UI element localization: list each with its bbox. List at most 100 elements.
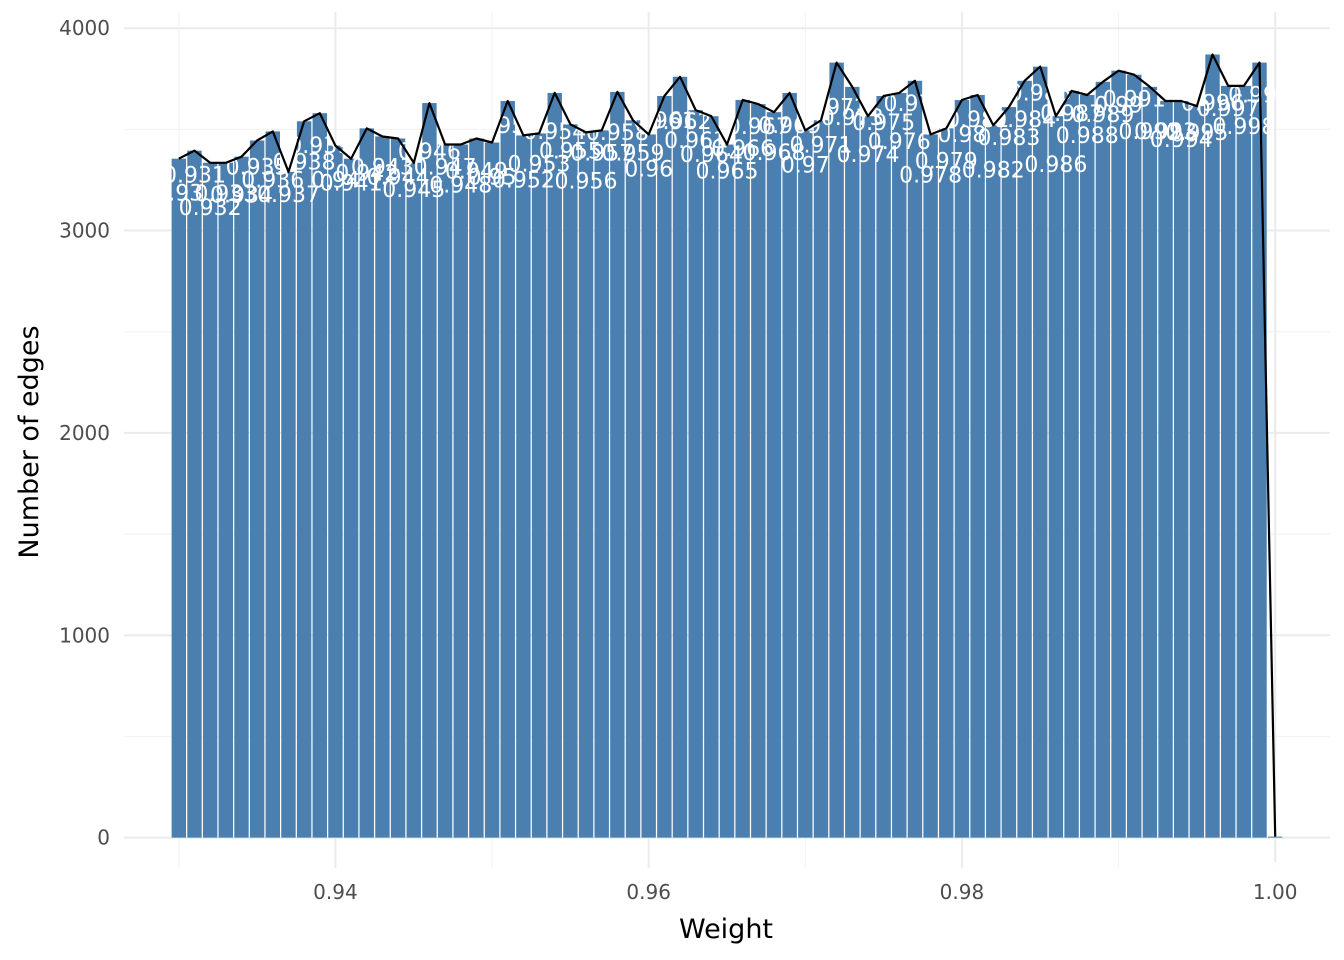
bar-label: 0.976: [868, 130, 931, 155]
bar-label: 0.98: [937, 123, 986, 148]
bar: [829, 62, 844, 838]
bar-label: 0.933: [194, 182, 257, 207]
y-tick-label: 1000: [59, 623, 110, 647]
bar-label: 0.966: [711, 137, 774, 162]
bar-label: 0.959: [602, 141, 665, 166]
bar-label: 0.96: [624, 157, 673, 182]
bar: [1189, 106, 1205, 838]
bar: [954, 100, 970, 838]
bar: [672, 76, 688, 838]
bar: [1033, 66, 1048, 838]
bar-label: 0.997: [1197, 97, 1260, 122]
bar-label: 0.972: [805, 96, 868, 121]
bar: [312, 113, 327, 838]
bar-label: 0.983: [977, 126, 1040, 151]
bar-label: 0.944: [367, 165, 430, 190]
bar: [516, 135, 531, 838]
bar-label: 0.988: [1056, 124, 1119, 149]
x-tick-label: 0.98: [940, 880, 985, 904]
bar: [594, 130, 609, 838]
bars: [171, 54, 1283, 838]
bar-label: 0.945: [382, 178, 445, 203]
bar-label: 0.968: [742, 141, 805, 166]
bar: [578, 132, 594, 838]
bar: [1080, 94, 1095, 838]
y-tick-label: 4000: [59, 16, 110, 40]
bar-label: 0.94: [311, 169, 360, 194]
bar-label: 0.979: [915, 149, 978, 174]
bar: [296, 121, 312, 838]
x-tick-label: 1.00: [1253, 880, 1298, 904]
bar-label: 0.955: [539, 139, 602, 164]
bar: [970, 94, 985, 838]
bar-label: 0.982: [962, 158, 1025, 183]
bar-label: 0.993: [1134, 120, 1197, 145]
bar: [1095, 81, 1111, 838]
bar-label: 0.93: [154, 182, 203, 207]
bar-label: 0.964: [680, 143, 743, 168]
x-axis-ticks: 0.94 0.96 0.98 1.00: [313, 880, 1297, 904]
bar: [1142, 86, 1158, 838]
bar: [1220, 85, 1236, 838]
bar: [719, 144, 735, 838]
bar: [657, 95, 672, 838]
bar: [860, 116, 876, 838]
bar: [1001, 107, 1017, 838]
bar-label: 0.952: [492, 168, 555, 193]
bar-label: 0.932: [179, 196, 242, 221]
bar-label: 0.938: [273, 150, 336, 175]
bar-labels: 0.930.9310.9320.9330.9340.9350.9360.9370…: [154, 82, 1291, 885]
bar: [876, 95, 891, 838]
bar: [1252, 62, 1267, 838]
bar-label: 0.992: [1118, 120, 1181, 145]
bar-label: 0.975: [852, 111, 915, 136]
bar-label: 0.965: [696, 160, 759, 185]
bar: [845, 86, 860, 838]
bar: [1064, 90, 1079, 838]
x-axis-title: Weight: [679, 914, 773, 945]
bar-label: 0.989: [1071, 103, 1134, 128]
bar-label: 0.943: [351, 155, 414, 180]
bar-label: 0.953: [508, 152, 571, 177]
bar: [531, 133, 547, 838]
bar: [187, 150, 202, 838]
bar-label: 0.985: [1009, 82, 1072, 107]
bar: [939, 128, 954, 838]
bar: [1174, 101, 1189, 838]
x-tick-label: 0.94: [313, 880, 358, 904]
bar-label: 0.994: [1150, 128, 1213, 153]
bar-label: 0.97: [781, 153, 830, 178]
bar: [218, 162, 234, 838]
bar-label: 0.936: [241, 168, 304, 193]
bar: [390, 138, 406, 838]
bar: [923, 134, 938, 838]
bar-label: 0.963: [664, 129, 727, 154]
bar-label: 0.948: [429, 174, 492, 199]
bar: [751, 104, 766, 838]
bar-label: 0.978: [899, 163, 962, 188]
bar-label: 0.934: [210, 184, 273, 209]
bar: [265, 131, 280, 838]
bar: [735, 100, 750, 838]
y-tick-label: 0: [97, 826, 110, 850]
bar: [1111, 70, 1126, 838]
bar-label: 1: [1268, 860, 1282, 885]
bar-label: 0.986: [1024, 153, 1087, 178]
bar-label: 0.931: [163, 164, 226, 189]
bar: [1158, 101, 1173, 838]
bar-label: 0.942: [335, 161, 398, 186]
bar: [907, 80, 923, 838]
bar: [422, 103, 437, 838]
bar: [437, 144, 453, 838]
bar: [249, 140, 265, 838]
bar: [563, 124, 578, 838]
bar-label: 0.947: [414, 156, 477, 181]
bar-label: 0.941: [320, 172, 383, 197]
bar: [688, 110, 703, 838]
bar: [1236, 85, 1252, 838]
bar-label: 0.956: [555, 169, 618, 194]
bar-label: 0.99: [1094, 94, 1143, 119]
bar: [171, 158, 187, 838]
bar: [547, 92, 562, 838]
